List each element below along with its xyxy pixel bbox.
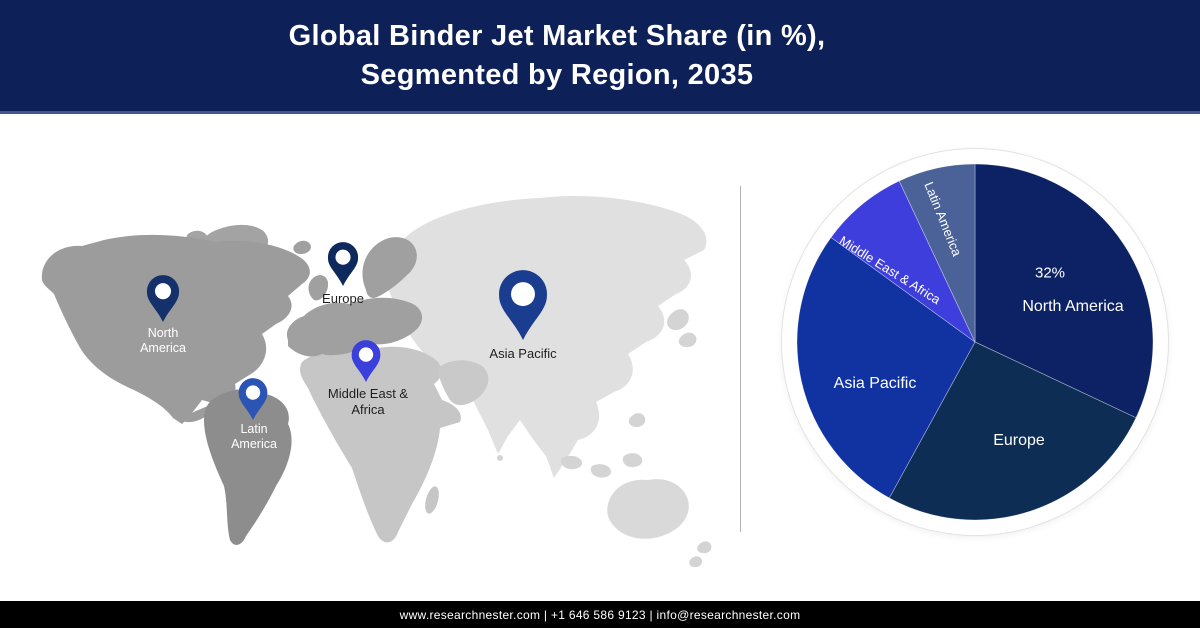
map-pin-latin-america <box>238 378 268 420</box>
region-central-america <box>180 400 214 423</box>
map-label-line: Africa <box>351 401 385 417</box>
pie-slice-asia-pacific <box>797 237 976 499</box>
islands-japan <box>667 309 697 348</box>
islands-southeast-asia <box>560 413 646 478</box>
map-label-middle-east-africa: Middle East & Africa <box>328 386 408 418</box>
pie-label-europe: Europe <box>993 432 1045 449</box>
pin-hole <box>245 385 261 400</box>
map-label-line: North <box>147 326 179 340</box>
map-label-line: America <box>231 437 277 452</box>
island-iceland <box>293 240 311 254</box>
map-label-europe: Europe <box>322 291 364 307</box>
region-scandinavia <box>362 237 417 298</box>
vertical-divider <box>740 186 741 532</box>
pie-slice-latin-america <box>898 164 976 343</box>
page-title-line-1: Global Binder Jet Market Share (in %), <box>288 20 826 53</box>
island-uk <box>308 275 329 301</box>
pin-hole <box>335 249 351 265</box>
pin-hole <box>154 283 172 300</box>
island-madagascar <box>425 486 439 514</box>
map-label-line: Europe <box>322 291 364 306</box>
map-label-line: Latin <box>240 422 268 436</box>
map-label-asia-pacific: Asia Pacific <box>489 346 556 362</box>
map-pin-asia-pacific <box>499 270 547 340</box>
pie-label-asia-pacific: Asia Pacific <box>833 375 917 392</box>
continent-north-america <box>41 234 310 424</box>
map-label-line: Middle East & <box>327 386 409 401</box>
island-sri-lanka <box>497 455 503 461</box>
footer-bar: www.researchnester.com | +1 646 586 9123… <box>0 601 1200 628</box>
header-banner: Global Binder Jet Market Share (in %), S… <box>0 0 1200 114</box>
map-pin-middle-east-africa <box>351 340 381 382</box>
region-arabia <box>438 360 489 406</box>
map-label-line: Asia Pacific <box>489 346 557 361</box>
pie-chart: 32% North America Europe Asia Pacific Mi… <box>797 164 1153 520</box>
continent-asia <box>387 195 707 478</box>
pie-datalabel-north-america-pct: 32% <box>1034 264 1066 282</box>
map-label-north-america: North America <box>140 326 186 357</box>
map-label-line: America <box>140 341 186 356</box>
page-title-line-2: Segmented by Region, 2035 <box>360 58 754 91</box>
world-map <box>41 195 712 568</box>
map-pin-north-america <box>146 275 180 322</box>
pin-hole <box>358 347 374 362</box>
continent-south-america <box>204 389 292 545</box>
map-pin-europe <box>327 242 359 286</box>
continent-australia <box>607 479 689 539</box>
footer-contact-text: www.researchnester.com | +1 646 586 9123… <box>399 607 801 622</box>
pie-slice-north-america <box>974 164 1153 419</box>
pie-slice-europe <box>888 341 1137 520</box>
pie-label-north-america: North America <box>1022 298 1124 315</box>
pin-hole <box>511 282 535 307</box>
continent-europe <box>286 297 423 357</box>
pie-slice-middle-east-africa <box>830 180 976 343</box>
map-label-latin-america: Latin America <box>231 422 277 453</box>
islands-new-zealand <box>689 541 712 568</box>
continent-africa <box>300 345 461 543</box>
pie-chart-svg <box>797 164 1153 520</box>
